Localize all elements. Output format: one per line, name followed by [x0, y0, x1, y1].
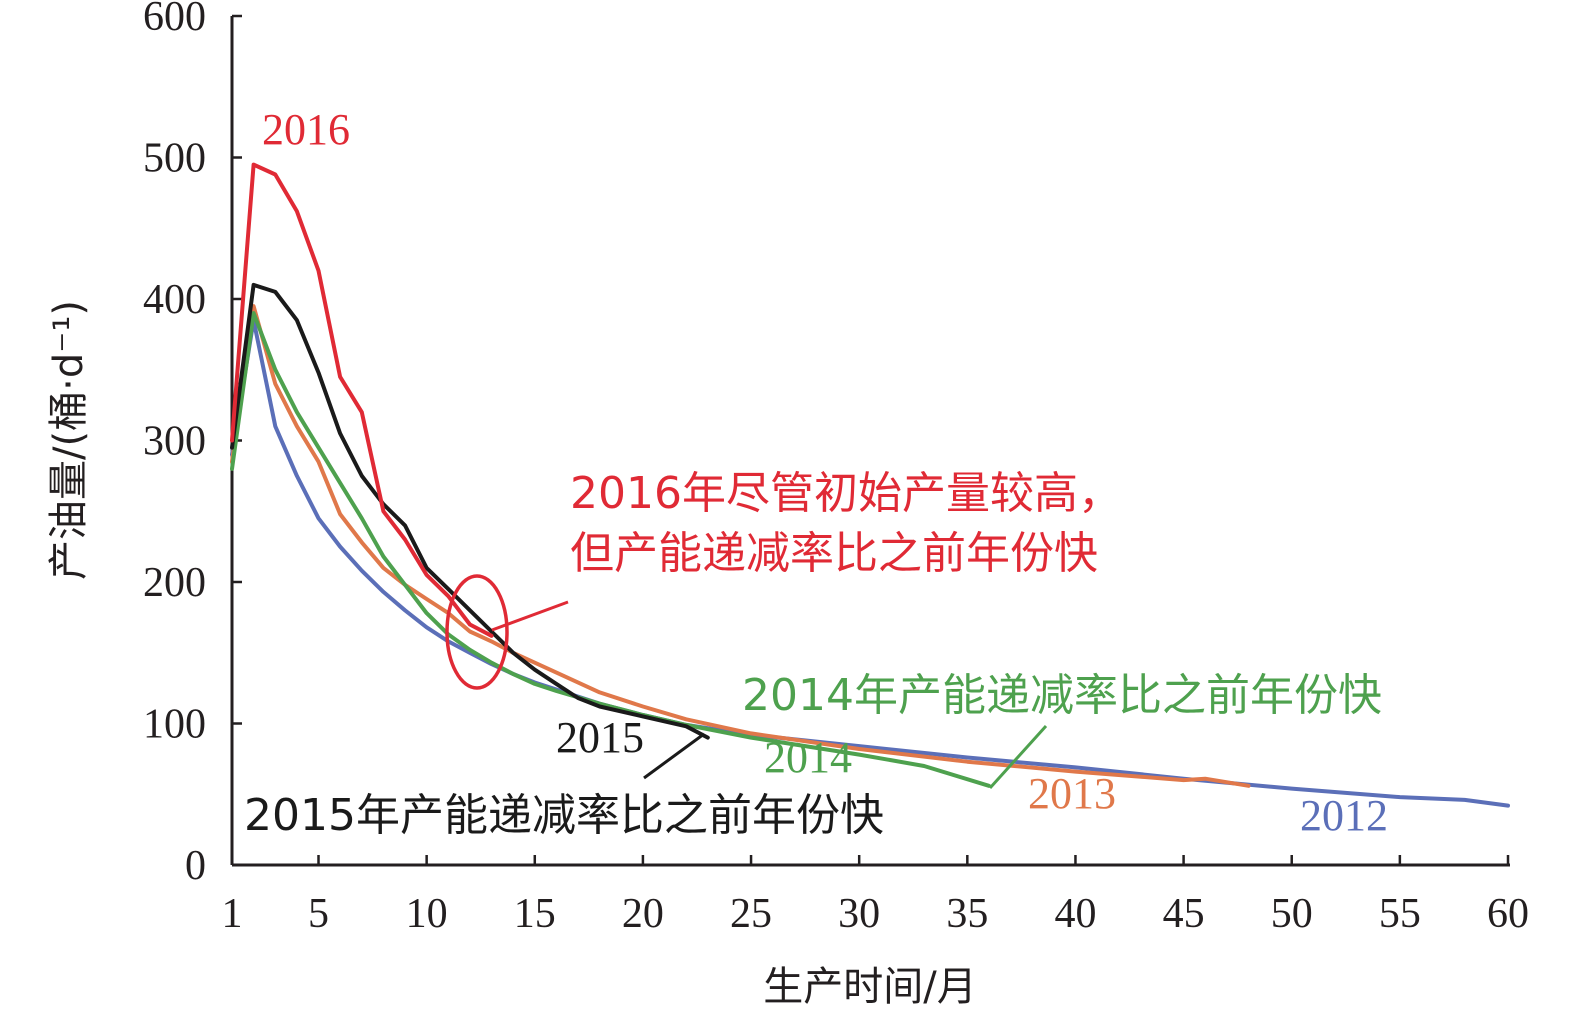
- x-tick-label-45: 45: [1163, 891, 1205, 937]
- leader-line-2014: [988, 724, 1048, 790]
- axes: [230, 16, 1510, 867]
- y-tick-label-100: 100: [143, 702, 206, 748]
- series-line-2015: [230, 282, 710, 740]
- x-axis-title: 生产时间/月: [763, 964, 976, 1010]
- x-tick-label-20: 20: [622, 891, 664, 937]
- series-label-2014: 2014: [764, 733, 852, 782]
- callout-ellipse-2016: [445, 574, 509, 690]
- series-line-2014: [230, 311, 991, 788]
- series-layer: [230, 162, 1510, 808]
- y-tick-label-300: 300: [143, 419, 206, 465]
- x-tick-label-5: 5: [308, 891, 329, 937]
- x-ticks: 1 5 10 15 20 25 30 35 40 45 50 55 60: [222, 855, 1529, 937]
- x-tick-label-10: 10: [406, 891, 448, 937]
- series-label-2016: 2016: [262, 105, 350, 154]
- x-tick-label-55: 55: [1379, 891, 1421, 937]
- y-tick-label-400: 400: [143, 277, 206, 323]
- x-tick-label-1: 1: [222, 891, 243, 937]
- x-tick-label-35: 35: [946, 891, 988, 937]
- series-label-2012: 2012: [1300, 791, 1388, 840]
- x-tick-label-50: 50: [1271, 891, 1313, 937]
- series-line-2013: [230, 304, 1251, 788]
- leader-line-2015: [643, 732, 705, 780]
- annotation-2014: 2014年产能递减率比之前年份快: [742, 670, 1382, 721]
- annotation-2016-line1: 2016年尽管初始产量较高，: [570, 468, 1122, 519]
- y-tick-label-600: 600: [143, 0, 206, 40]
- series-line-2016: [230, 162, 494, 638]
- x-tick-label-60: 60: [1487, 891, 1529, 937]
- y-ticks: 0 100 200 300 400 500 600: [143, 0, 242, 889]
- annotation-2015: 2015年产能递减率比之前年份快: [244, 790, 884, 841]
- series-label-2013: 2013: [1028, 769, 1116, 818]
- annotation-2016-line2: 但产能递减率比之前年份快: [570, 528, 1098, 579]
- x-tick-label-30: 30: [838, 891, 880, 937]
- y-axis-title: 产油量/(桶·d⁻¹): [46, 300, 92, 580]
- x-tick-label-25: 25: [730, 891, 772, 937]
- y-tick-label-0: 0: [185, 843, 206, 889]
- series-label-2015: 2015: [556, 713, 644, 762]
- x-tick-label-40: 40: [1054, 891, 1096, 937]
- y-tick-label-200: 200: [143, 560, 206, 606]
- x-tick-label-15: 15: [514, 891, 556, 937]
- leader-line-2016: [491, 600, 569, 632]
- y-tick-label-500: 500: [143, 136, 206, 182]
